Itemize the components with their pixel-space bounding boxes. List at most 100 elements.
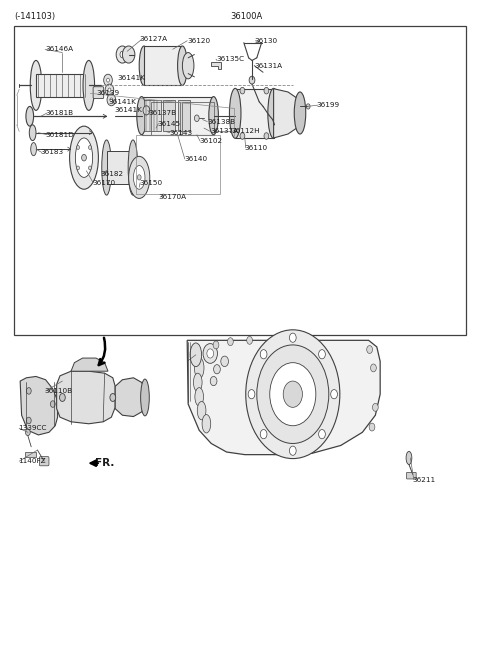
Ellipse shape (102, 140, 111, 195)
Circle shape (248, 390, 255, 399)
Bar (142, 97, 214, 135)
Circle shape (207, 349, 214, 358)
Ellipse shape (70, 126, 98, 189)
Text: 36145: 36145 (157, 120, 180, 127)
Text: 36170: 36170 (92, 179, 115, 186)
Circle shape (77, 145, 80, 149)
Text: FR.: FR. (95, 458, 114, 468)
Text: 36120: 36120 (187, 37, 210, 44)
Ellipse shape (190, 343, 202, 367)
Circle shape (105, 84, 114, 96)
Circle shape (88, 166, 91, 170)
Text: 36140: 36140 (185, 156, 208, 162)
Circle shape (214, 365, 220, 374)
Circle shape (108, 88, 111, 92)
Bar (36, 74, 89, 97)
Circle shape (60, 394, 65, 401)
Circle shape (194, 115, 199, 122)
Ellipse shape (178, 46, 187, 85)
Text: 36146A: 36146A (46, 46, 74, 53)
Ellipse shape (30, 60, 42, 110)
Circle shape (88, 145, 91, 149)
Text: 1339CC: 1339CC (18, 425, 47, 432)
Bar (144, 100, 161, 131)
Text: 36141K: 36141K (118, 74, 145, 81)
Circle shape (367, 346, 372, 353)
Circle shape (257, 345, 329, 443)
Circle shape (107, 78, 109, 82)
Text: 36100A: 36100A (230, 12, 263, 21)
Ellipse shape (26, 106, 34, 126)
Circle shape (104, 74, 112, 86)
Ellipse shape (122, 46, 135, 63)
Ellipse shape (294, 92, 306, 134)
Ellipse shape (83, 60, 95, 110)
Circle shape (270, 363, 316, 426)
Text: 36143: 36143 (169, 129, 192, 136)
Ellipse shape (129, 156, 150, 198)
Ellipse shape (268, 88, 279, 139)
FancyBboxPatch shape (39, 457, 49, 466)
Circle shape (319, 350, 325, 359)
Bar (144, 46, 182, 85)
Circle shape (264, 87, 269, 94)
Bar (178, 100, 190, 131)
Ellipse shape (137, 97, 146, 135)
Circle shape (306, 104, 310, 109)
Circle shape (210, 376, 217, 386)
Circle shape (331, 390, 337, 399)
Circle shape (116, 46, 129, 63)
Circle shape (260, 430, 267, 439)
Ellipse shape (406, 451, 412, 464)
Bar (14, 26, 466, 335)
Circle shape (240, 133, 245, 139)
Circle shape (213, 341, 219, 349)
Circle shape (372, 403, 378, 411)
Bar (235, 89, 274, 138)
Polygon shape (57, 371, 115, 424)
Polygon shape (25, 452, 36, 457)
Polygon shape (274, 89, 300, 138)
Text: 36137B: 36137B (149, 110, 177, 116)
Circle shape (260, 350, 267, 359)
Text: 36181B: 36181B (46, 110, 74, 116)
Text: (-141103): (-141103) (14, 12, 56, 21)
Circle shape (371, 364, 376, 372)
Text: 36110B: 36110B (44, 388, 72, 394)
Circle shape (247, 336, 252, 344)
Ellipse shape (193, 373, 202, 392)
Circle shape (77, 166, 80, 170)
Circle shape (110, 98, 113, 102)
Text: 36183: 36183 (41, 149, 64, 156)
Text: 1140FZ: 1140FZ (18, 458, 46, 464)
Circle shape (228, 338, 233, 346)
Ellipse shape (202, 415, 211, 433)
Text: 36137A: 36137A (210, 128, 239, 135)
Circle shape (283, 381, 302, 407)
Text: 36135C: 36135C (216, 56, 244, 62)
Ellipse shape (209, 97, 218, 135)
Ellipse shape (195, 388, 204, 406)
Ellipse shape (31, 143, 36, 156)
Circle shape (50, 401, 55, 407)
Circle shape (203, 344, 217, 363)
Text: 36150: 36150 (139, 179, 162, 186)
Bar (136, 135, 220, 194)
Circle shape (107, 94, 116, 106)
Text: 36102: 36102 (199, 138, 222, 145)
Ellipse shape (197, 401, 206, 420)
Circle shape (82, 154, 86, 161)
Bar (182, 102, 214, 135)
Circle shape (246, 330, 340, 459)
Circle shape (249, 76, 255, 84)
Circle shape (26, 417, 31, 424)
Circle shape (264, 133, 269, 139)
Ellipse shape (133, 166, 145, 189)
Circle shape (143, 106, 150, 115)
Circle shape (120, 51, 125, 58)
Circle shape (110, 394, 116, 401)
Polygon shape (187, 340, 380, 455)
Circle shape (137, 175, 141, 180)
Text: 36211: 36211 (413, 476, 436, 483)
Text: 36199: 36199 (317, 102, 340, 108)
